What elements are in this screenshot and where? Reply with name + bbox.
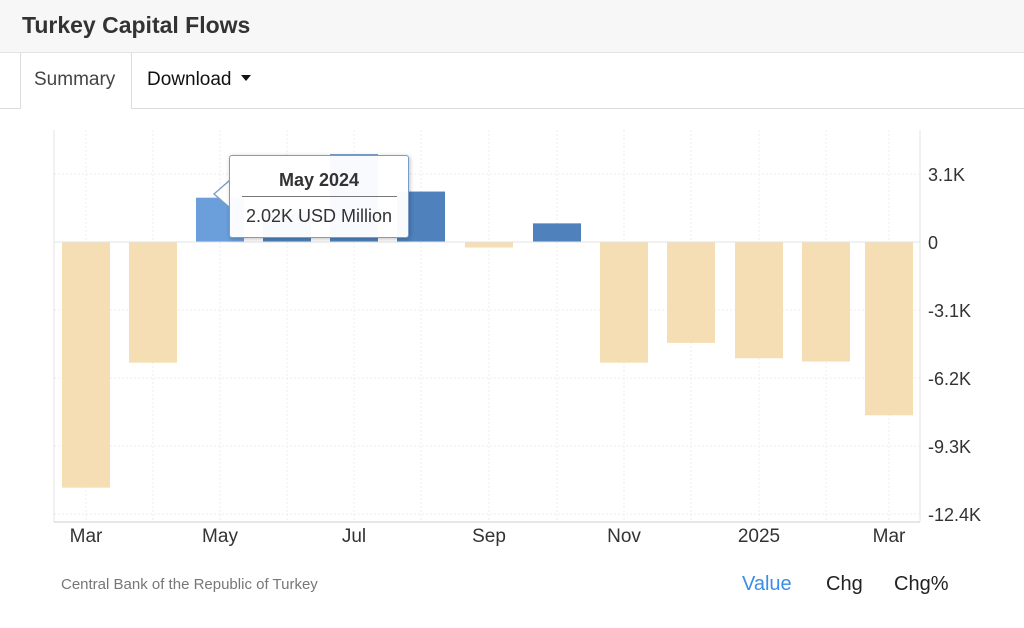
tooltip-value: 2.02K USD Million <box>245 206 393 226</box>
tooltip-title: May 2024 <box>278 170 360 190</box>
mode-chgpct-button[interactable]: Chg% <box>894 573 949 595</box>
bar-feb-2025 <box>802 242 850 362</box>
y-tick-label: 0 <box>928 233 938 253</box>
bar-dec-2024 <box>667 242 715 343</box>
bar-apr-2024 <box>129 242 177 363</box>
bar-nov-2024 <box>600 242 648 363</box>
x-tick-label: Mar <box>70 526 103 547</box>
tooltip-pointer-fill <box>215 181 230 207</box>
download-dropdown[interactable]: Download <box>147 69 251 91</box>
title-bar: Turkey Capital Flows <box>0 0 1024 53</box>
y-tick-label: -6.2K <box>928 369 971 389</box>
y-tick-label: -12.4K <box>928 505 981 525</box>
y-tick-label: 3.1K <box>928 165 965 185</box>
bar-mar-2024 <box>62 242 110 488</box>
x-tick-label: May <box>202 526 238 547</box>
tooltip-divider <box>242 196 397 197</box>
mode-chg-button[interactable]: Chg <box>826 573 863 595</box>
x-tick-label: 2025 <box>738 526 780 547</box>
bar-sep-2024 <box>465 242 513 248</box>
caret-down-icon <box>240 74 251 81</box>
chart-tooltip: May 2024 2.02K USD Million <box>229 155 409 238</box>
page-title: Turkey Capital Flows <box>22 12 251 38</box>
x-tick-label: Mar <box>873 526 906 547</box>
tab-active-indicator <box>21 107 131 110</box>
download-label: Download <box>147 69 232 90</box>
tab-summary-label: Summary <box>34 69 116 90</box>
bar-chart: 3.1K 0 -3.1K -6.2K -9.3K -12.4K Mar May Jul Sep No… <box>53 130 981 547</box>
x-tick-label: Nov <box>607 526 641 547</box>
mode-value-button[interactable]: Value <box>742 573 792 595</box>
x-tick-label: Jul <box>342 526 366 547</box>
bar-oct-2024 <box>533 223 581 242</box>
x-tick-label: Sep <box>472 526 506 547</box>
bar-jan-2025 <box>735 242 783 359</box>
bar-mar-2025 <box>865 242 913 416</box>
y-tick-label: -3.1K <box>928 301 971 321</box>
source-credit: Central Bank of the Republic of Turkey <box>61 576 318 593</box>
tab-bar: Summary Download <box>0 53 1024 109</box>
tab-summary[interactable]: Summary <box>20 53 132 108</box>
y-tick-label: -9.3K <box>928 437 971 457</box>
